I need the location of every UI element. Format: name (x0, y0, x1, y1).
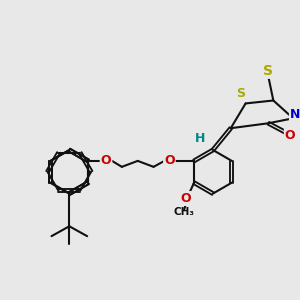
Text: O: O (101, 154, 111, 167)
Text: O: O (285, 129, 296, 142)
Text: N: N (290, 108, 300, 121)
Text: O: O (181, 192, 191, 205)
Text: S: S (263, 64, 273, 78)
Text: CH₃: CH₃ (174, 207, 195, 218)
Text: S: S (236, 87, 245, 100)
Text: H: H (195, 132, 205, 145)
Text: O: O (164, 154, 175, 167)
